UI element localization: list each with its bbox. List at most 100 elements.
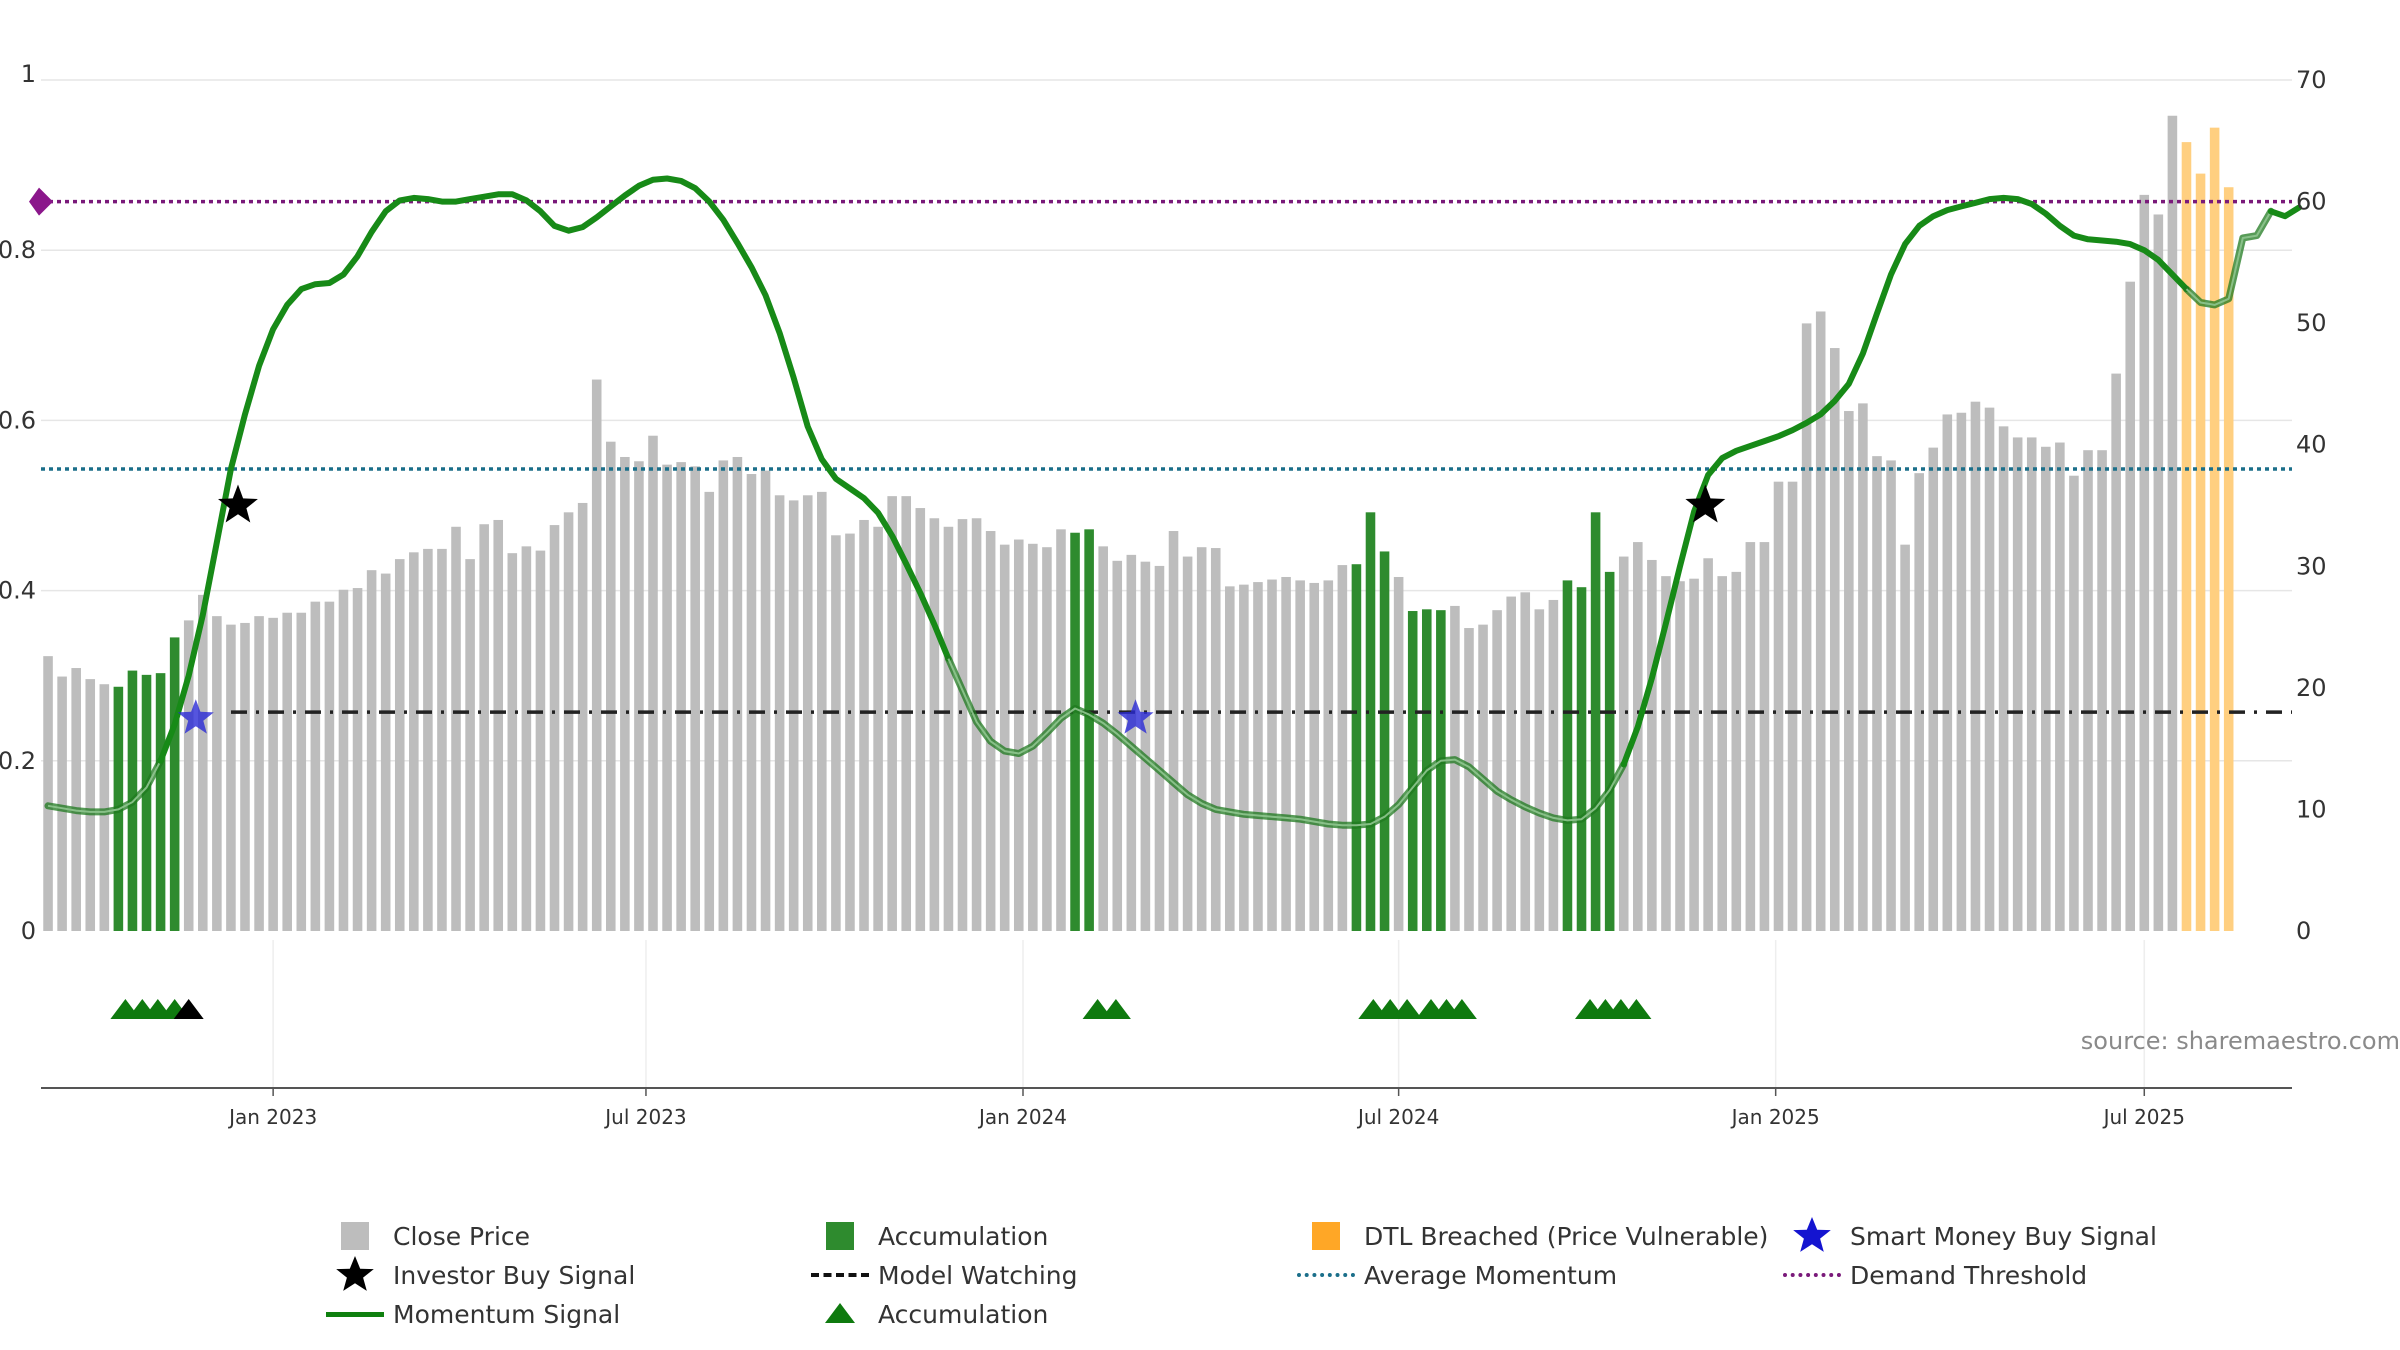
close-price-bar — [1309, 582, 1320, 931]
close-price-bar — [1225, 586, 1235, 931]
close-price-bar — [1759, 542, 1770, 931]
close-price-bar — [1267, 579, 1277, 931]
close-price-bar — [535, 550, 546, 931]
close-price-bar — [1028, 543, 1038, 931]
close-price-bar — [1829, 348, 1840, 931]
axes: Jan 2023 Jul 2023 Jan 2024 Jul 2024 Jan 2025… — [0, 60, 2327, 1129]
close-price-bar — [676, 462, 686, 931]
close-price-bar — [1661, 576, 1671, 931]
bars-layer — [43, 115, 2234, 932]
momentum-signal-line — [1620, 194, 2190, 768]
y-left-tick-label: 1 — [21, 60, 36, 88]
close-price-bar — [2153, 214, 2164, 931]
close-price-bar — [943, 526, 954, 931]
close-price-bar — [1801, 323, 1812, 931]
close-price-bar — [1675, 581, 1685, 931]
close-price-bar — [1548, 599, 1559, 931]
close-price-bar — [1450, 605, 1460, 931]
close-price-bar — [394, 559, 405, 931]
close-price-bar — [1492, 610, 1502, 931]
accumulation-bar — [1351, 564, 1362, 931]
close-price-bar — [2167, 115, 2178, 932]
close-price-bar — [1815, 311, 1826, 932]
close-price-bar — [1295, 580, 1305, 931]
close-price-bar — [1196, 547, 1207, 931]
close-price-bar — [479, 524, 489, 931]
dtl-breached-bar — [2181, 142, 2192, 931]
close-price-bar — [324, 601, 335, 931]
close-price-bar — [366, 570, 377, 931]
close-price-bar — [2111, 373, 2121, 932]
close-price-bar — [1745, 542, 1756, 931]
accumulation-triangle — [1392, 999, 1423, 1019]
y-right-tick-label: 60 — [2296, 188, 2327, 216]
accumulation-bar — [1379, 551, 1390, 931]
close-price-bar — [1239, 584, 1249, 931]
close-price-bar — [338, 589, 349, 931]
momentum-signal-line — [157, 175, 952, 764]
close-price-bar — [1984, 407, 1995, 931]
close-price-bar — [1633, 542, 1643, 931]
close-price-bar — [845, 533, 855, 931]
x-tick-label: Jan 2025 — [1730, 1105, 1820, 1129]
close-price-bar — [521, 546, 532, 931]
accumulation-bar — [1562, 580, 1573, 931]
close-price-bar — [1956, 412, 1967, 931]
close-price-bar — [732, 456, 743, 931]
close-price-bar — [1168, 531, 1179, 931]
close-price-bar — [788, 500, 799, 931]
close-price-bar — [2069, 475, 2079, 931]
close-price-bar — [1703, 558, 1713, 931]
close-price-bar — [310, 601, 321, 931]
close-price-bar — [1787, 481, 1798, 931]
close-price-bar — [43, 656, 53, 931]
accumulation-bar — [1084, 529, 1094, 931]
close-price-bar — [2097, 450, 2107, 931]
close-price-bar — [1647, 559, 1657, 931]
close-price-bar — [746, 474, 757, 931]
close-price-bar — [1042, 547, 1052, 931]
smart-money-buy-star — [177, 699, 214, 734]
close-price-bar — [1998, 426, 2009, 931]
close-price-bar — [648, 435, 658, 931]
close-price-bar — [1323, 580, 1334, 931]
accumulation-triangle — [1100, 999, 1131, 1019]
close-price-bar — [563, 512, 574, 931]
accumulation-triangle — [1621, 999, 1652, 1019]
accumulation-bar — [1590, 512, 1601, 931]
close-price-bar — [549, 525, 560, 931]
x-tick-label: Jan 2023 — [227, 1105, 317, 1129]
close-price-bar — [915, 508, 926, 931]
close-price-bar — [1464, 628, 1474, 931]
close-price-bar — [226, 624, 236, 931]
close-price-bar — [591, 379, 602, 931]
close-price-bar — [2026, 437, 2037, 931]
close-price-bar — [2083, 450, 2093, 931]
y-right-tick-label: 10 — [2296, 795, 2327, 823]
close-price-bar — [606, 441, 616, 931]
close-price-bar — [212, 616, 222, 931]
close-price-bar — [1182, 556, 1193, 931]
accumulation-bar — [1070, 532, 1080, 931]
momentum-signal-highlight — [47, 760, 162, 813]
close-price-bar — [1534, 609, 1545, 931]
close-price-bar — [1717, 576, 1727, 931]
accumulation-bar — [1407, 611, 1418, 931]
close-price-bar — [1844, 411, 1854, 931]
close-price-bar — [1942, 414, 1953, 931]
momentum-signal-highlight — [947, 658, 1625, 827]
close-price-bar — [465, 559, 475, 931]
close-price-bar — [71, 668, 81, 931]
close-price-bar — [1281, 576, 1291, 931]
close-price-bar — [1858, 403, 1868, 931]
close-price-bar — [423, 548, 433, 931]
close-price-bar — [1886, 460, 1896, 931]
close-price-bar — [352, 588, 363, 931]
y-right-tick-label: 20 — [2296, 674, 2327, 702]
close-price-bar — [2125, 281, 2135, 931]
grid — [41, 79, 2292, 1088]
close-price-bar — [240, 622, 250, 931]
close-price-bar — [999, 544, 1010, 931]
close-price-bar — [1900, 544, 1910, 931]
